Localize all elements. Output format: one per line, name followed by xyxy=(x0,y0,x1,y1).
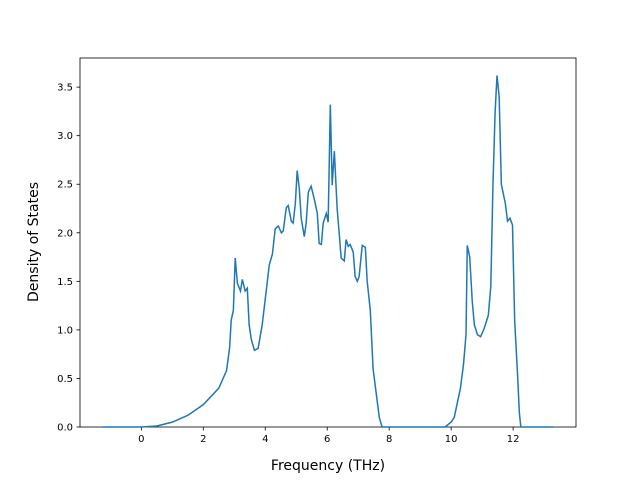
x-tick-label: 12 xyxy=(507,434,520,445)
y-tick-label: 0.0 xyxy=(57,423,73,434)
y-tick-label: 2.5 xyxy=(57,180,73,191)
data-line xyxy=(102,75,554,428)
x-tick-label: 2 xyxy=(200,434,206,445)
y-tick-label: 3.0 xyxy=(57,131,73,142)
x-tick-label: 8 xyxy=(386,434,392,445)
y-tick-label: 1.5 xyxy=(57,277,73,288)
y-tick-label: 2.0 xyxy=(57,228,73,239)
y-axis-label: Density of States xyxy=(26,182,42,302)
y-tick-label: 0.5 xyxy=(57,374,73,385)
x-axis-label: Frequency (THz) xyxy=(271,458,385,474)
x-tick-label: 10 xyxy=(445,434,458,445)
x-tick-label: 6 xyxy=(324,434,330,445)
x-tick-label: 0 xyxy=(138,434,144,445)
y-tick-label: 1.0 xyxy=(57,325,73,336)
x-tick-label: 4 xyxy=(262,434,268,445)
y-tick-label: 3.5 xyxy=(57,83,73,94)
plot-frame xyxy=(79,57,577,428)
